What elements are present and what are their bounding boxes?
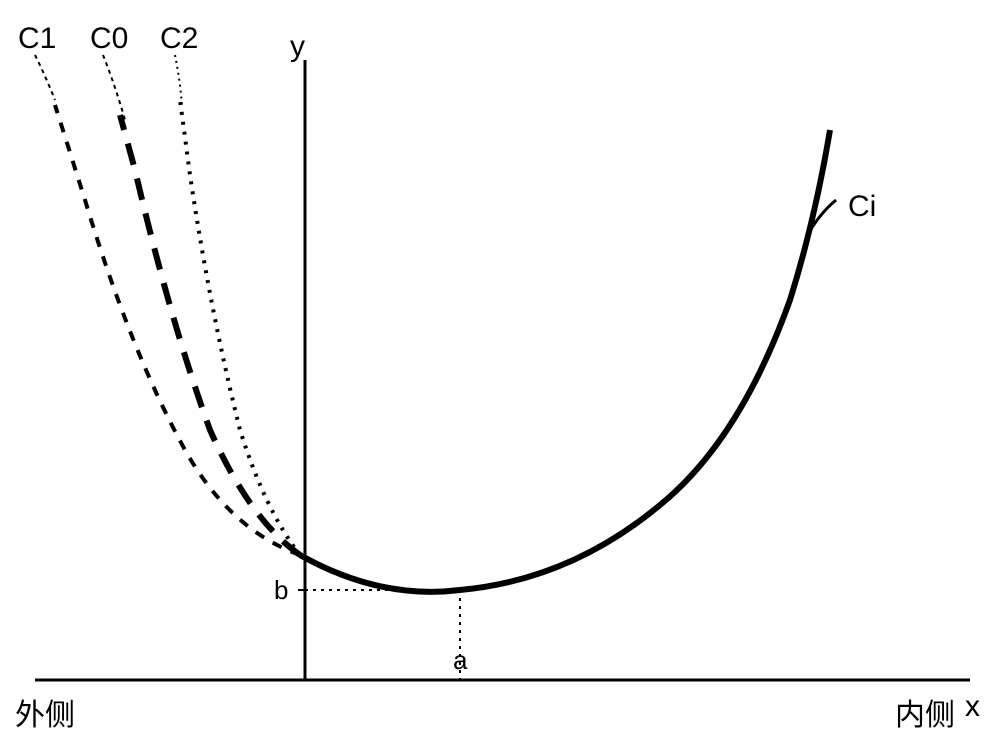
curve-c0-label: C0 <box>90 22 128 56</box>
y-axis-label: y <box>290 30 305 64</box>
curve-c0-leader <box>103 55 125 120</box>
x-axis-label: x <box>965 690 980 724</box>
curve-c2-label: C2 <box>160 22 198 56</box>
marker-a-label: a <box>453 645 467 676</box>
curve-c2-leader <box>175 55 182 105</box>
curve-c1-leader <box>35 55 55 100</box>
curve-ci-label: Ci <box>848 190 876 224</box>
marker-b-label: b <box>274 575 288 606</box>
x-right-label: 内侧 <box>895 690 955 734</box>
curve-c1-label: C1 <box>18 22 56 56</box>
curve-c0 <box>120 115 300 555</box>
chart-canvas <box>0 0 1000 746</box>
curve-ci <box>300 130 830 592</box>
x-left-label: 外侧 <box>15 690 75 734</box>
